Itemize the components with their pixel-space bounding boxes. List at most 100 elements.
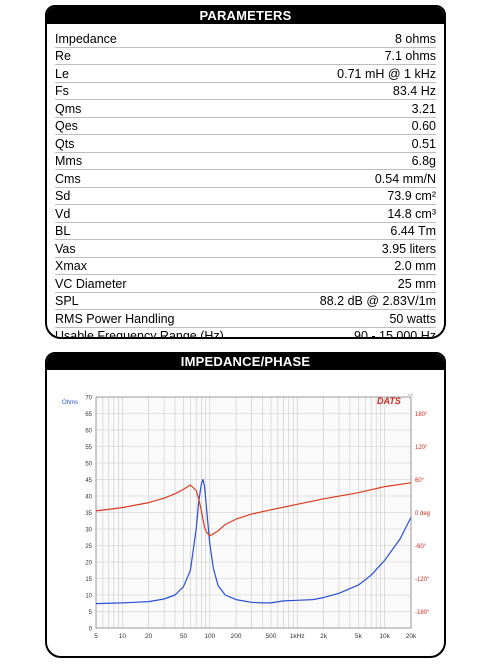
param-row: Re 7.1 ohms [55,48,436,65]
param-value: 0.51 [411,136,436,151]
param-label: Cms [55,171,81,186]
param-label: Vd [55,206,71,221]
param-label: Re [55,49,71,63]
phase-curve [95,482,412,537]
param-row: Qes 0.60 [55,118,436,135]
y-tick-label: 20 [85,561,92,567]
parameters-table: Impedance 8 ohms Re 7.1 ohms Le 0.71 mH @ 1 k… [47,24,444,339]
param-value: 3.95 liters [381,241,436,256]
y-tick-label: 40 [85,495,92,501]
x-tick-label: 2k [320,633,328,640]
y2-tick-label: -180° [415,610,430,616]
plot-frame [95,396,412,629]
param-value: 14.8 cm³ [387,206,436,221]
y-tick-label: 45 [85,478,92,484]
param-label: Qts [55,136,75,151]
param-label: Qms [55,101,82,116]
x-tick-label: 5 [94,633,98,640]
y-axis-unit: Ohms [62,400,78,406]
param-row: Fs 83.4 Hz [55,83,436,100]
param-label: SPL [55,294,79,308]
parameters-panel: PARAMETERS Impedance 8 ohms Re 7.1 ohms Le 0.… [45,5,446,339]
param-row: Impedance 8 ohms [55,30,436,48]
param-value: 3.21 [411,101,436,116]
param-value: 6.8g [411,154,436,168]
x-tick-label: 50 [180,633,188,640]
x-tick-label: 100 [204,633,215,640]
param-row: Vd 14.8 cm³ [55,205,436,223]
y-tick-label: 60 [85,429,92,435]
x-tick-label: 200 [231,633,242,640]
param-value: 6.44 Tm [390,224,436,238]
param-value: 7.1 ohms [384,49,436,63]
param-label: Mms [55,154,83,168]
impedance-phase-chart-area: 0 5 10 15 20 25 30 35 40 45 50 55 60 65 70 Ohms 180° 120°… [47,370,444,656]
param-label: Impedance [55,31,117,46]
y2-tick-label: 60° [415,478,425,484]
param-label: Xmax [55,259,87,273]
dats-logo-version: V3 [408,392,414,397]
impedance-phase-chart: 0510152025303540455055606570Ohms180°120°… [62,392,430,640]
y-tick-label: 25 [85,544,92,550]
param-label: BL [55,224,71,238]
param-row: VC Diameter 25 mm [55,275,436,293]
dats-logo: DATS [377,396,401,406]
y-tick-label: 65 [85,412,92,418]
param-value: 0.54 mm/N [374,171,436,186]
param-value: 50 watts [389,311,436,326]
y2-tick-label: 180° [415,412,428,418]
x-tick-label: 500 [265,633,276,640]
param-row: Vas 3.95 liters [55,240,436,258]
y2-tick-label: -60° [415,544,427,550]
param-row: Le 0.71 mH @ 1 kHz [55,65,436,83]
param-row: Xmax 2.0 mm [55,258,436,275]
param-row: Mms 6.8g [55,153,436,170]
y-tick-label: 5 [89,610,93,616]
param-row: SPL 88.2 dB @ 2.83V/1m [55,293,436,310]
param-row: RMS Power Handling 50 watts [55,310,436,328]
y-tick-label: 35 [85,511,92,517]
param-row: Cms 0.54 mm/N [55,170,436,188]
param-label: Le [55,66,69,81]
x-tick-label: 20k [406,633,417,640]
x-tick-label: 20 [145,633,153,640]
y-tick-label: 50 [85,462,92,468]
param-row: Sd 73.9 cm² [55,188,436,205]
param-value: 25 mm [397,276,436,291]
parameters-title: PARAMETERS [47,7,444,24]
y-tick-label: 15 [85,577,92,583]
param-label: RMS Power Handling [55,311,175,326]
param-label: Usable Frequency Range (Hz) [55,329,224,339]
param-row: Usable Frequency Range (Hz) 90 - 15,000 H… [55,328,436,339]
param-value: 90 - 15,000 Hz [354,329,436,339]
y-tick-label: 55 [85,445,92,451]
param-value: 73.9 cm² [387,189,436,203]
param-row: BL 6.44 Tm [55,223,436,240]
param-label: Qes [55,119,78,133]
impedance-phase-panel: IMPEDANCE/PHASE 0 5 10 15 20 25 30 35 40 45 50 55 60… [45,352,446,658]
x-tick-label: 1kHz [290,633,305,640]
impedance-curve [95,478,412,605]
param-value: 88.2 dB @ 2.83V/1m [319,294,436,308]
y2-tick-label: 120° [415,445,428,451]
y2-tick-label: 0 deg [415,511,430,517]
param-value: 0.60 [411,119,436,133]
param-row: Qms 3.21 [55,100,436,118]
y-tick-label: 30 [85,528,92,534]
y-tick-label: 70 [85,396,92,402]
param-label: Vas [55,241,76,256]
param-value: 8 ohms [395,31,436,46]
impedance-phase-title: IMPEDANCE/PHASE [47,354,444,370]
param-label: Fs [55,84,69,98]
param-label: Sd [55,189,71,203]
x-tick-label: 10 [119,633,127,640]
param-row: Qts 0.51 [55,135,436,153]
y-tick-label: 10 [85,594,92,600]
param-value: 0.71 mH @ 1 kHz [337,66,436,81]
y2-tick-label: -120° [415,577,430,583]
param-label: VC Diameter [55,276,127,291]
x-tick-label: 10k [379,633,390,640]
x-tick-label: 5k [355,633,363,640]
y-tick-label: 0 [89,627,93,633]
param-value: 83.4 Hz [392,84,436,98]
